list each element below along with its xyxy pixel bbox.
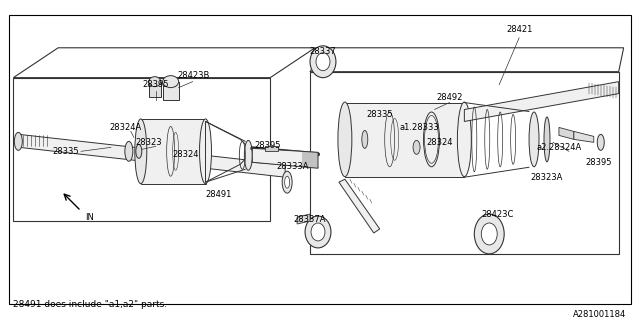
Polygon shape [13, 78, 270, 221]
Ellipse shape [474, 214, 504, 254]
Polygon shape [252, 148, 318, 168]
Text: IN: IN [85, 213, 94, 222]
Ellipse shape [136, 144, 142, 158]
Ellipse shape [338, 102, 352, 177]
Text: 28492: 28492 [436, 93, 463, 102]
Text: A281001184: A281001184 [573, 310, 627, 319]
Ellipse shape [481, 223, 497, 245]
Ellipse shape [544, 117, 550, 162]
Ellipse shape [148, 77, 161, 87]
Text: a2.28324A: a2.28324A [536, 143, 582, 152]
Ellipse shape [305, 216, 331, 248]
Polygon shape [310, 48, 623, 72]
Text: 28395: 28395 [254, 141, 280, 150]
Text: 28333A: 28333A [277, 162, 309, 171]
Polygon shape [13, 48, 315, 78]
Ellipse shape [413, 140, 420, 154]
Ellipse shape [244, 140, 252, 170]
Text: 28337: 28337 [310, 47, 337, 56]
Text: 28337A: 28337A [294, 214, 326, 224]
Ellipse shape [458, 102, 471, 177]
Text: 28491: 28491 [205, 190, 232, 199]
Text: 28395: 28395 [586, 158, 612, 167]
Text: a1.28333: a1.28333 [400, 123, 440, 132]
Text: 28323: 28323 [136, 138, 162, 147]
Ellipse shape [362, 131, 368, 148]
Polygon shape [310, 72, 619, 254]
Polygon shape [19, 134, 285, 177]
FancyBboxPatch shape [10, 15, 630, 304]
Polygon shape [559, 127, 574, 140]
Ellipse shape [125, 141, 133, 161]
Ellipse shape [316, 53, 330, 71]
Text: 28335: 28335 [367, 110, 393, 119]
Ellipse shape [310, 46, 336, 78]
Ellipse shape [135, 119, 147, 184]
Text: 28491 does include "a1,a2" parts.: 28491 does include "a1,a2" parts. [13, 300, 168, 309]
Polygon shape [265, 146, 278, 151]
Text: 28323A: 28323A [531, 173, 563, 182]
Polygon shape [148, 82, 161, 97]
Text: 28335: 28335 [53, 147, 79, 156]
Text: 28423C: 28423C [481, 210, 513, 219]
Polygon shape [339, 179, 380, 233]
Ellipse shape [285, 176, 290, 188]
Ellipse shape [529, 112, 539, 167]
Ellipse shape [14, 132, 22, 150]
Text: 28324: 28324 [426, 138, 452, 147]
Polygon shape [141, 119, 205, 184]
Polygon shape [297, 214, 310, 224]
Ellipse shape [163, 76, 179, 88]
Polygon shape [163, 82, 179, 100]
Ellipse shape [282, 171, 292, 193]
Ellipse shape [311, 223, 325, 241]
Ellipse shape [200, 119, 211, 184]
Text: 28423B: 28423B [177, 71, 210, 80]
Text: 28395: 28395 [143, 80, 169, 89]
Ellipse shape [597, 134, 604, 150]
Text: 28324A: 28324A [109, 123, 142, 132]
Polygon shape [574, 132, 594, 142]
Polygon shape [465, 82, 619, 122]
Text: 28324: 28324 [172, 150, 199, 159]
Polygon shape [345, 102, 465, 177]
Text: 28421: 28421 [506, 25, 532, 34]
